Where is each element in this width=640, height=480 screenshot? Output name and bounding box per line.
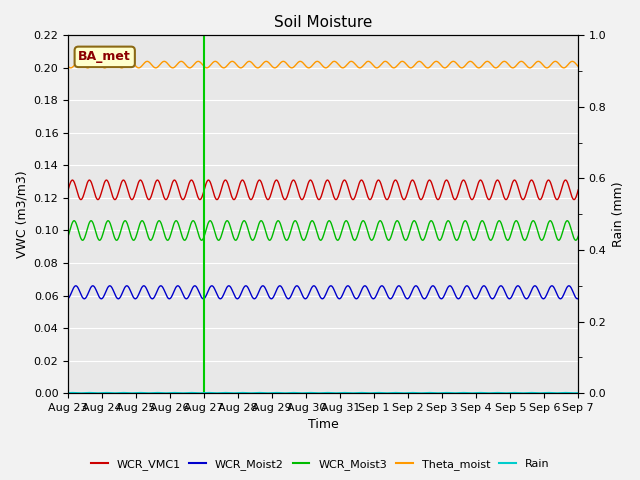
WCR_Moist3 (178, 232, 186, 238)
WCR_VMC1 (575, 187, 582, 192)
WCR_Moist3 (235, 232, 243, 238)
WCR_VMC1 (178, 196, 186, 202)
WCR_Moist3 (64, 233, 72, 239)
WCR_Moist3 (165, 236, 173, 241)
WCR_VMC1 (469, 196, 477, 202)
Rain (575, 390, 582, 396)
Theta_moist (161, 59, 168, 64)
WCR_VMC1 (235, 184, 243, 190)
Title: Soil Moisture: Soil Moisture (274, 15, 372, 30)
Rain (235, 390, 243, 396)
Theta_moist (179, 59, 186, 64)
Theta_moist (166, 63, 173, 69)
WCR_Moist3 (402, 237, 410, 243)
WCR_VMC1 (68, 177, 76, 183)
WCR_Moist3 (468, 237, 476, 242)
Theta_moist (470, 60, 477, 66)
Line: WCR_VMC1: WCR_VMC1 (68, 180, 579, 200)
Line: WCR_Moist3: WCR_Moist3 (68, 221, 579, 240)
WCR_Moist2 (515, 283, 522, 289)
Rain (166, 390, 173, 396)
Rain (570, 390, 578, 396)
WCR_Moist2 (403, 296, 410, 301)
Theta_moist (575, 64, 582, 70)
WCR_VMC1 (403, 193, 410, 199)
Rain (68, 390, 76, 396)
Text: BA_met: BA_met (78, 50, 131, 63)
WCR_Moist2 (470, 294, 477, 300)
WCR_Moist2 (235, 295, 243, 301)
Theta_moist (403, 62, 410, 68)
Theta_moist (515, 60, 522, 66)
WCR_VMC1 (64, 187, 72, 192)
WCR_Moist2 (165, 296, 173, 301)
Rain (514, 390, 522, 396)
Theta_moist (169, 65, 177, 71)
WCR_VMC1 (166, 189, 173, 195)
Y-axis label: VWC (m3/m3): VWC (m3/m3) (15, 170, 28, 258)
Rain (469, 390, 477, 396)
Line: Theta_moist: Theta_moist (68, 61, 579, 68)
Legend: WCR_VMC1, WCR_Moist2, WCR_Moist3, Theta_moist, Rain: WCR_VMC1, WCR_Moist2, WCR_Moist3, Theta_… (86, 455, 554, 474)
Rain (178, 390, 186, 396)
WCR_Moist2 (378, 283, 386, 288)
WCR_Moist2 (575, 296, 582, 301)
WCR_VMC1 (514, 184, 522, 190)
Theta_moist (236, 65, 243, 71)
WCR_Moist3 (470, 238, 477, 243)
WCR_Moist2 (64, 296, 72, 301)
WCR_VMC1 (570, 197, 578, 203)
WCR_Moist2 (178, 288, 186, 294)
Line: WCR_Moist2: WCR_Moist2 (68, 286, 579, 299)
X-axis label: Time: Time (308, 419, 339, 432)
WCR_Moist3 (515, 221, 522, 227)
WCR_Moist3 (575, 233, 582, 239)
Theta_moist (64, 64, 72, 70)
Rain (64, 390, 72, 396)
Rain (403, 390, 410, 396)
WCR_Moist2 (369, 296, 377, 301)
WCR_Moist3 (478, 218, 486, 224)
Y-axis label: Rain (mm): Rain (mm) (612, 181, 625, 247)
